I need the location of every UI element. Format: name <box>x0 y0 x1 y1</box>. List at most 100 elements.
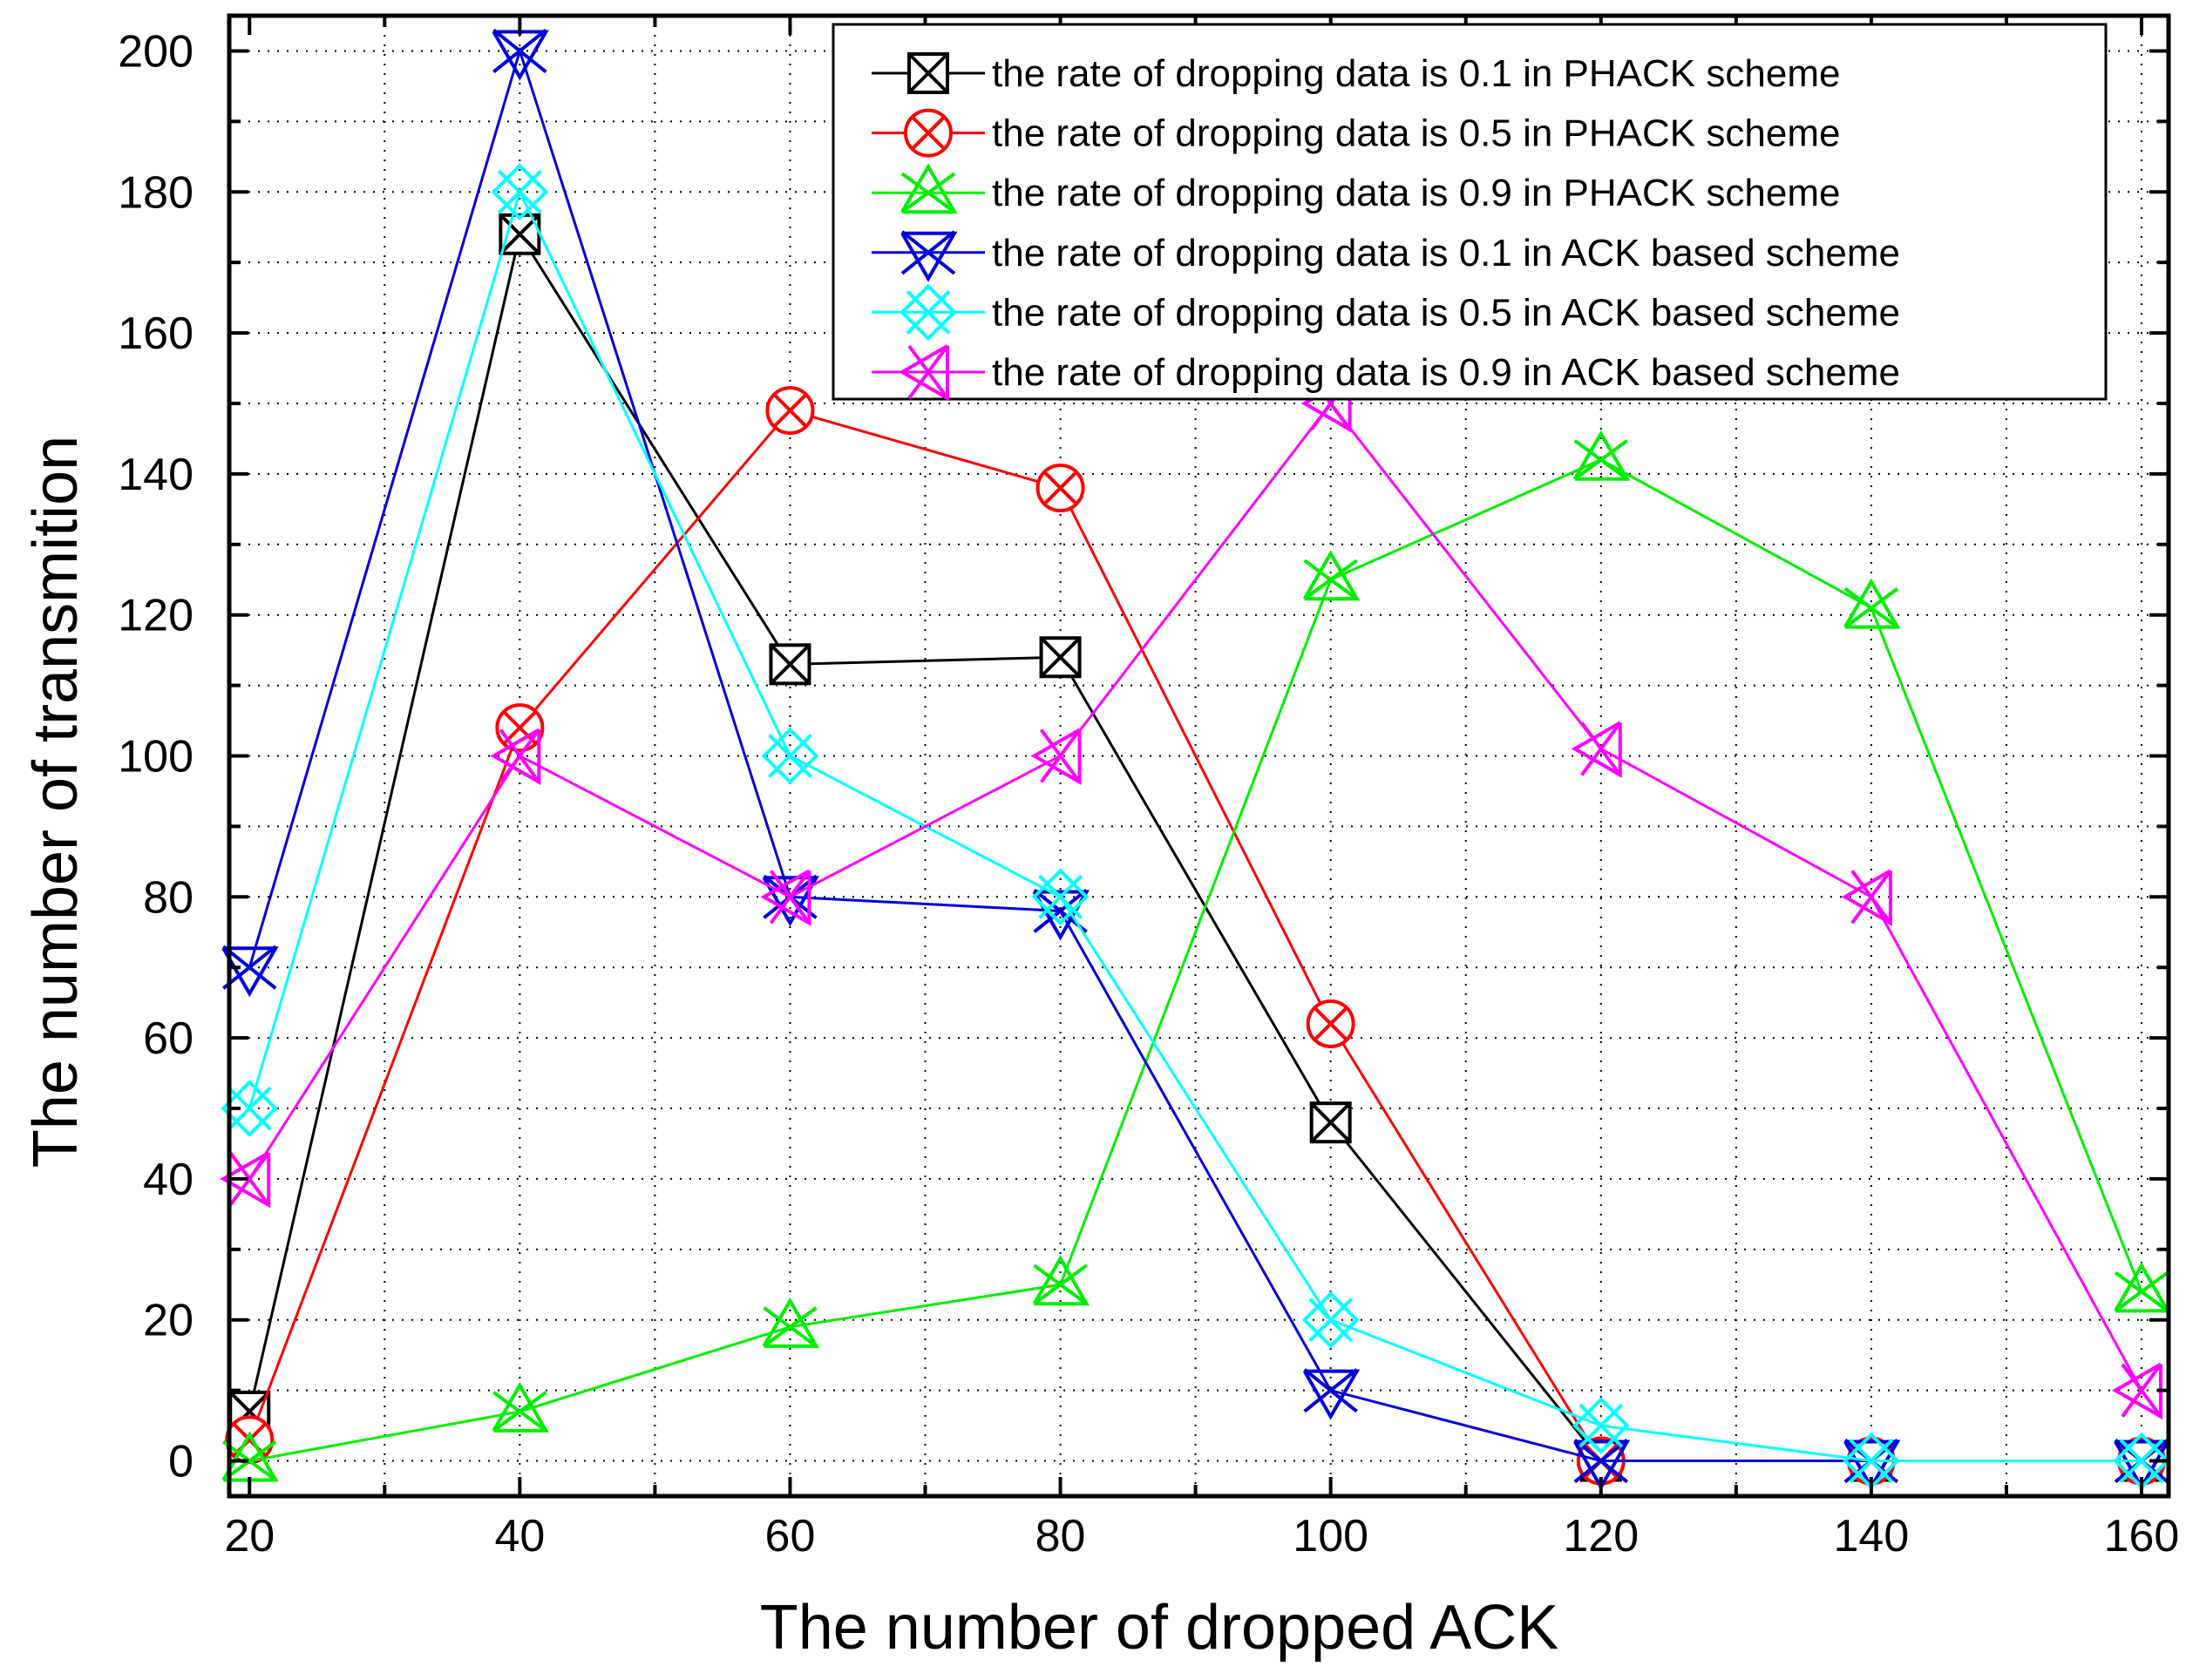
marker-cross <box>911 116 946 151</box>
marker-diamond-x <box>1031 868 1090 926</box>
marker-triangle <box>1032 890 1090 941</box>
marker-triangle-up-x <box>1032 1255 1090 1306</box>
marker-triangle-left-x <box>490 728 541 785</box>
marker-cross <box>1850 870 1892 925</box>
series-line <box>248 458 2143 1463</box>
y-tick-label: 20 <box>143 1296 193 1346</box>
y-tick-label: 120 <box>118 591 193 641</box>
marker-triangle-up-x <box>762 1297 819 1348</box>
series-line <box>248 188 2142 1463</box>
marker-circle-x <box>904 108 953 158</box>
marker-triangle <box>1302 1369 1361 1420</box>
marker-triangle <box>2114 1440 2171 1491</box>
marker-triangle <box>1302 550 1361 601</box>
marker-cross <box>1314 1006 1348 1041</box>
legend-box <box>832 23 2108 401</box>
marker-triangle-up-x <box>492 1381 549 1433</box>
marker-cross <box>222 1440 277 1482</box>
legend-label: the rate of dropping data is 0.1 in ACK … <box>992 232 1900 274</box>
marker-cross <box>499 728 540 783</box>
marker-triangle-up-x <box>900 163 958 214</box>
marker-circle-x <box>1035 464 1085 513</box>
marker-triangle-left-x <box>760 869 811 926</box>
marker-cross <box>1580 721 1622 776</box>
marker-cross <box>2121 1363 2162 1418</box>
marker-triangle-down-x <box>1302 1368 1361 1420</box>
marker-cross <box>1033 888 1088 934</box>
x-tick-label: 40 <box>494 1511 545 1561</box>
y-tick-label: 200 <box>118 26 193 77</box>
x-tick-label: 140 <box>1834 1511 1910 1561</box>
marker-cross <box>1578 1403 1624 1448</box>
marker-cross <box>1043 471 1077 505</box>
marker-triangle <box>2114 1262 2171 1313</box>
marker-cross <box>2114 1270 2169 1312</box>
x-tick-label: 160 <box>2104 1511 2180 1561</box>
marker-triangle-left-x <box>220 1151 271 1209</box>
marker-cross <box>900 172 956 213</box>
marker-cross <box>492 1391 547 1433</box>
series-3 <box>221 430 2171 1482</box>
marker-triangle <box>1030 728 1082 785</box>
marker-cross <box>1033 1263 1088 1305</box>
marker-triangle <box>900 231 958 282</box>
marker-diamond <box>1031 868 1090 926</box>
marker-square-x <box>769 643 811 686</box>
x-tick-label: 60 <box>765 1511 816 1561</box>
marker-triangle-down-x <box>900 230 958 282</box>
legend-item: the rate of dropping data is 0.5 in PHAC… <box>872 108 1840 158</box>
marker-cross <box>1573 1438 1629 1484</box>
x-axis-title: The number of dropped ACK <box>760 1593 1559 1663</box>
marker-triangle <box>1573 430 1631 481</box>
marker-cross <box>1308 1297 1354 1343</box>
x-tick-label: 80 <box>1035 1511 1086 1561</box>
y-tick-label: 60 <box>143 1013 193 1064</box>
y-tick-label: 80 <box>143 872 193 923</box>
marker-circle-x <box>765 386 815 436</box>
y-tick-label: 100 <box>118 732 193 782</box>
marker-square-x <box>1309 1101 1352 1144</box>
legend-item: the rate of dropping data is 0.5 in ACK … <box>872 283 1900 342</box>
marker-triangle <box>898 344 949 402</box>
y-tick-label: 160 <box>118 308 193 359</box>
marker-triangle-left-x <box>1571 721 1622 778</box>
marker-triangle-down-x <box>1573 1438 1631 1491</box>
marker-triangle-up-x <box>1843 578 1901 629</box>
x-tick-label: 20 <box>224 1511 275 1561</box>
marker-triangle <box>762 1297 819 1348</box>
marker-cross <box>907 52 949 94</box>
marker-cross <box>1040 636 1081 678</box>
marker-cross <box>1303 1368 1358 1413</box>
legend-label: the rate of dropping data is 0.1 in PHAC… <box>992 52 1840 95</box>
marker-triangle <box>1571 721 1622 778</box>
marker-circle-x <box>225 1415 275 1465</box>
legend-item: the rate of dropping data is 0.1 in PHAC… <box>872 52 1840 95</box>
marker-cross <box>770 643 811 685</box>
y-tick-label: 40 <box>143 1155 193 1205</box>
marker-cross <box>1849 1439 1894 1483</box>
series-6 <box>220 376 2162 1420</box>
marker-triangle <box>762 876 819 927</box>
marker-cross <box>907 344 949 400</box>
marker-cross <box>222 945 277 990</box>
marker-triangle <box>1841 869 1892 926</box>
marker-triangle <box>490 728 541 785</box>
marker-diamond <box>1572 1397 1630 1454</box>
marker-diamond-x <box>221 1080 279 1137</box>
marker-circle-x <box>495 703 545 753</box>
marker-triangle <box>1843 578 1901 629</box>
series-line <box>248 46 2142 1463</box>
marker-cross <box>228 1151 270 1207</box>
legend: the rate of dropping data is 0.1 in PHAC… <box>832 23 2108 402</box>
marker-triangle <box>1843 1440 1901 1491</box>
marker-diamond-x <box>1572 1397 1630 1454</box>
marker-diamond-x <box>900 283 957 342</box>
marker-cross <box>1303 559 1358 600</box>
marker-triangle <box>220 1151 271 1209</box>
marker-circle-x <box>1306 999 1355 1048</box>
legend-label: the rate of dropping data is 0.9 in PHAC… <box>992 172 1840 214</box>
marker-cross <box>773 393 807 428</box>
x-tick-label: 120 <box>1563 1511 1639 1561</box>
marker-triangle <box>221 946 279 998</box>
marker-cross <box>900 230 956 275</box>
